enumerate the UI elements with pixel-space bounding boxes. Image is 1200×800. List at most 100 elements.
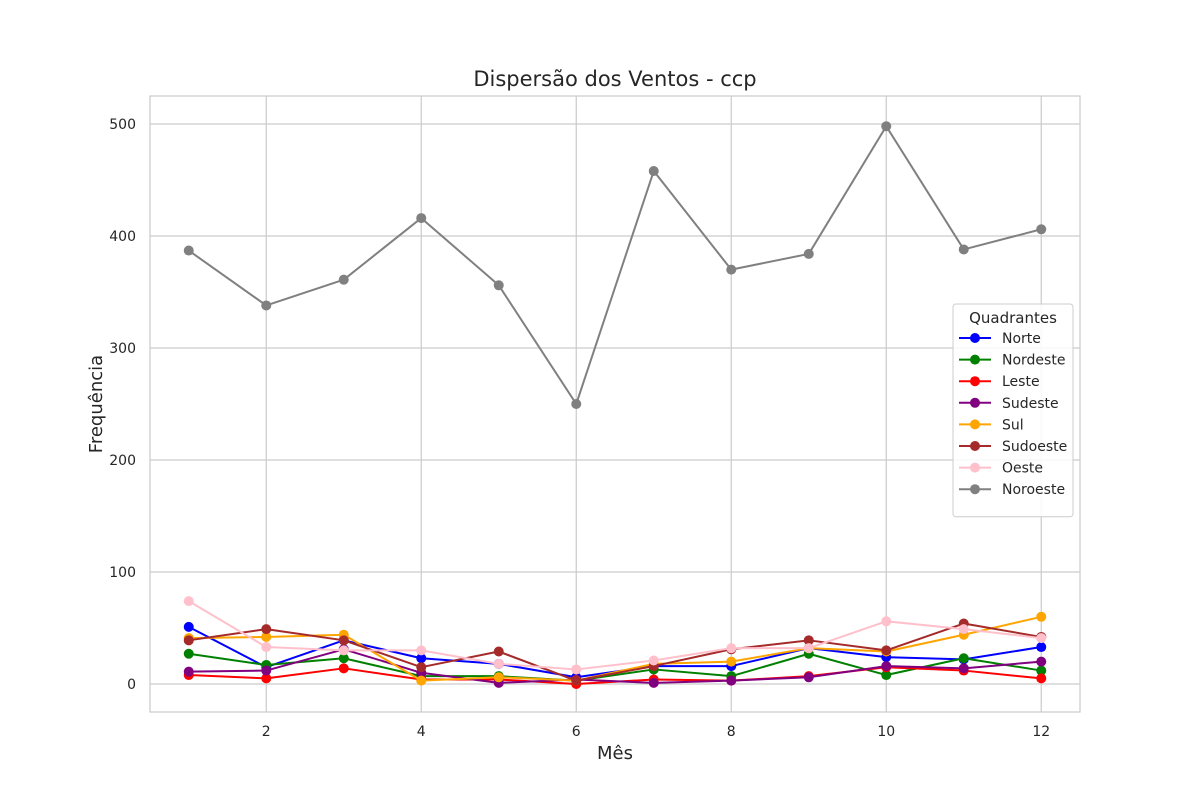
y-tick-label: 500	[109, 117, 136, 133]
chart-title: Dispersão dos Ventos - ccp	[473, 67, 756, 91]
legend-item: Leste	[959, 374, 1040, 390]
legend-box	[952, 303, 1074, 518]
x-axis-label: Mês	[597, 743, 633, 764]
legend: Quadrantes Norte Nordeste Leste Sudeste Sul S…	[952, 303, 1074, 518]
data-point	[338, 645, 349, 656]
series-line	[188, 600, 1042, 671]
x-tick-label: 8	[727, 724, 736, 740]
legend-item: Sudoeste	[959, 439, 1067, 455]
y-tick-label: 0	[127, 677, 136, 693]
legend-marker	[970, 462, 980, 473]
data-point	[261, 642, 272, 653]
data-point	[803, 672, 814, 683]
data-point	[493, 658, 504, 669]
data-point	[183, 621, 194, 632]
legend-item: Sul	[959, 417, 1024, 433]
legend-items: Norte Nordeste Leste Sudeste Sul Sudoeste Oest…	[959, 331, 1067, 498]
x-tick-label: 12	[1032, 724, 1050, 740]
series-oeste	[183, 596, 1047, 675]
data-point	[1036, 642, 1047, 653]
series-line	[188, 615, 1042, 682]
data-point	[261, 665, 272, 676]
data-point	[726, 643, 737, 654]
data-point	[416, 645, 427, 656]
data-point	[338, 274, 349, 285]
data-point	[416, 662, 427, 673]
data-point	[183, 666, 194, 677]
legend-label: Sudeste	[1002, 396, 1059, 412]
data-point	[648, 166, 659, 177]
data-point	[261, 673, 272, 684]
legend-marker	[970, 441, 980, 451]
data-point	[493, 646, 504, 657]
legend-marker	[970, 333, 980, 343]
data-point	[881, 670, 892, 681]
series-line	[188, 622, 1042, 682]
data-point	[648, 655, 659, 666]
plot-frame	[149, 95, 1081, 713]
series-noroeste	[183, 121, 1047, 409]
data-point	[416, 213, 427, 224]
data-point	[958, 244, 969, 255]
legend-title: Quadrantes	[969, 309, 1057, 327]
legend-label: Oeste	[1002, 461, 1043, 477]
data-point	[571, 675, 582, 686]
data-point	[183, 596, 194, 607]
data-point	[493, 280, 504, 291]
data-point	[881, 121, 892, 132]
data-point	[1036, 633, 1047, 644]
x-tick-label: 6	[572, 724, 581, 740]
data-point	[1036, 611, 1047, 622]
legend-item: Sudeste	[959, 396, 1059, 412]
data-point	[338, 653, 349, 664]
data-point	[881, 661, 892, 672]
data-point	[881, 616, 892, 627]
y-tick-label: 400	[109, 229, 136, 245]
legend-item: Norte	[959, 331, 1041, 347]
data-point	[571, 664, 582, 675]
legend-label: Sudoeste	[1002, 439, 1067, 455]
y-tick-label: 300	[109, 341, 136, 357]
data-point	[881, 645, 892, 656]
data-point	[338, 663, 349, 674]
data-point	[1036, 656, 1047, 667]
legend-marker	[970, 397, 980, 408]
series-line	[188, 125, 1042, 405]
legend-item: Noroeste	[959, 482, 1065, 498]
legend-label: Leste	[1002, 374, 1040, 390]
series-layer	[183, 121, 1047, 689]
series-line	[188, 652, 1042, 682]
legend-marker	[970, 484, 980, 495]
data-point	[648, 677, 659, 688]
data-point	[958, 624, 969, 635]
legend-label: Noroeste	[1002, 482, 1065, 498]
data-point	[261, 631, 272, 642]
series-line	[188, 648, 1042, 684]
data-point	[726, 675, 737, 686]
data-point	[493, 672, 504, 683]
x-axis-ticks: 2 4 6 8 10 12	[262, 724, 1050, 740]
legend-label: Norte	[1002, 331, 1041, 347]
x-tick-label: 10	[877, 724, 895, 740]
y-tick-label: 100	[109, 565, 136, 581]
y-axis-label: Frequência	[86, 355, 107, 453]
legend-item: Oeste	[959, 461, 1043, 477]
x-tick-label: 4	[417, 724, 426, 740]
data-point	[261, 300, 272, 311]
legend-label: Sul	[1002, 417, 1024, 433]
data-point	[416, 653, 427, 664]
legend-label: Nordeste	[1002, 353, 1065, 369]
data-point	[183, 635, 194, 646]
y-tick-label: 200	[109, 453, 136, 469]
data-point	[183, 648, 194, 659]
data-point	[803, 248, 814, 259]
y-axis-ticks: 0 100 200 300 400 500	[109, 117, 136, 693]
legend-marker	[970, 419, 980, 430]
data-point	[1036, 665, 1047, 676]
data-point	[1036, 224, 1047, 235]
data-point	[958, 663, 969, 674]
legend-item: Nordeste	[959, 353, 1065, 369]
legend-marker	[970, 376, 980, 387]
